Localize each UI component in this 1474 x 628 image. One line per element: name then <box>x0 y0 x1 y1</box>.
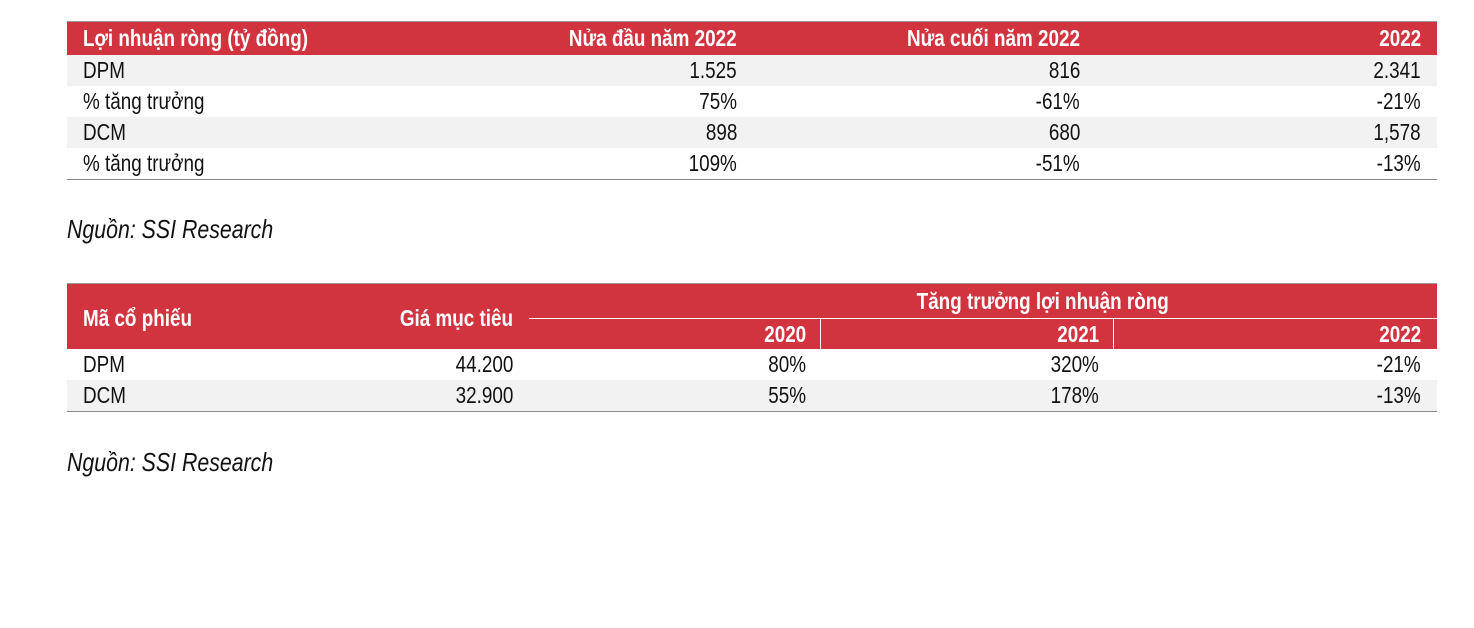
value-first-half: 75% <box>699 88 737 114</box>
row-label: DCM <box>83 119 126 145</box>
column-divider <box>820 319 821 349</box>
value-second-half: -51% <box>1035 150 1080 176</box>
table-row: DCM 898 680 1,578 <box>67 117 1437 148</box>
ticker: DCM <box>83 382 126 408</box>
header-profit-growth: Tăng trưởng lợi nhuận ròng <box>916 287 1170 314</box>
table-header: Mã cổ phiếu Giá mục tiêu Tăng trưởng lợi… <box>67 284 1437 349</box>
header-second-half-2022: Nửa cuối năm 2022 <box>907 25 1080 51</box>
header-year-2022: 2022 <box>1379 25 1421 51</box>
table-row: % tăng trưởng 109% -51% -13% <box>67 148 1437 180</box>
value-first-half: 1.525 <box>689 57 737 83</box>
net-profit-table: Lợi nhuận ròng (tỷ đồng) Nửa đầu năm 202… <box>67 21 1437 180</box>
growth-2021: 320% <box>1050 351 1099 377</box>
table-row: % tăng trưởng 75% -61% -21% <box>67 86 1437 117</box>
source-note-1: Nguồn: SSI Research <box>67 214 274 244</box>
target-price-table: Mã cổ phiếu Giá mục tiêu Tăng trưởng lợi… <box>67 283 1437 412</box>
table-row: DPM 1.525 816 2.341 <box>67 55 1437 86</box>
header-target-price: Giá mục tiêu <box>399 304 513 331</box>
target-price: 44.200 <box>455 351 513 377</box>
header-year-2020: 2020 <box>764 321 806 347</box>
header-first-half-2022: Nửa đầu năm 2022 <box>569 25 737 51</box>
table-header: Lợi nhuận ròng (tỷ đồng) Nửa đầu năm 202… <box>67 22 1437 55</box>
header-year-2021: 2021 <box>1057 321 1099 347</box>
row-label: % tăng trưởng <box>83 150 205 176</box>
source-note-2: Nguồn: SSI Research <box>67 447 274 477</box>
growth-2021: 178% <box>1050 382 1099 408</box>
table-row: DCM 32.900 55% 178% -13% <box>67 380 1437 412</box>
value-second-half: -61% <box>1035 88 1080 114</box>
value-year: -21% <box>1376 88 1421 114</box>
table-row: DPM 44.200 80% 320% -21% <box>67 349 1437 380</box>
growth-2020: 80% <box>768 351 806 377</box>
growth-2022: -13% <box>1376 382 1421 408</box>
target-price: 32.900 <box>455 382 513 408</box>
ticker: DPM <box>83 351 125 377</box>
value-year: 2.341 <box>1373 57 1421 83</box>
header-year-2022: 2022 <box>1379 321 1421 347</box>
header-net-profit: Lợi nhuận ròng (tỷ đồng) <box>83 25 309 51</box>
value-year: 1,578 <box>1373 119 1421 145</box>
value-second-half: 816 <box>1048 57 1080 83</box>
growth-2020: 55% <box>768 382 806 408</box>
row-label: % tăng trưởng <box>83 88 205 114</box>
row-label: DPM <box>83 57 125 83</box>
value-first-half: 898 <box>705 119 737 145</box>
header-ticker: Mã cổ phiếu <box>83 304 192 331</box>
growth-2022: -21% <box>1376 351 1421 377</box>
value-second-half: 680 <box>1048 119 1080 145</box>
column-divider <box>1113 319 1114 349</box>
header-divider <box>529 318 1437 319</box>
value-year: -13% <box>1376 150 1421 176</box>
value-first-half: 109% <box>688 150 737 176</box>
